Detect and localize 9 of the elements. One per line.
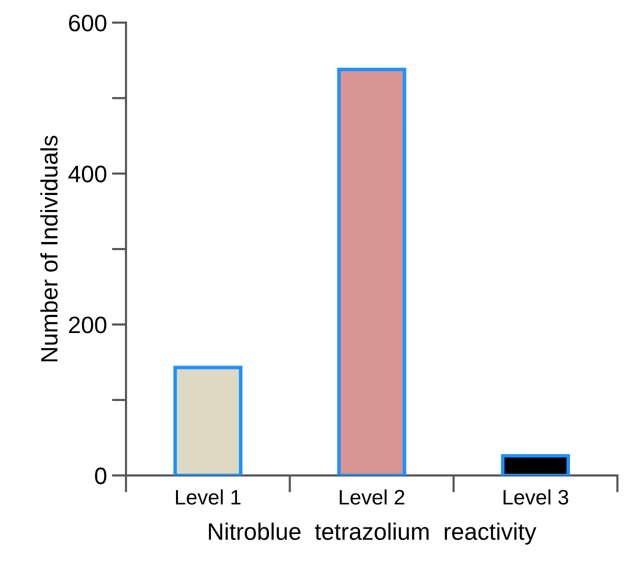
x-tick-label: Level 2 [340,489,404,505]
y-tick-label: 0 [95,468,106,484]
y-tick-label: 200 [69,316,106,334]
y-axis-title: Number of Individuals [40,136,58,362]
x-tick-label: Level 1 [176,489,240,505]
x-axis-title: Nitroblue tetrazolium reactivity [208,522,536,545]
y-tick-label: 400 [68,166,106,182]
y-tick-label: 600 [69,14,106,32]
x-tick-label: Level 3 [504,489,568,505]
